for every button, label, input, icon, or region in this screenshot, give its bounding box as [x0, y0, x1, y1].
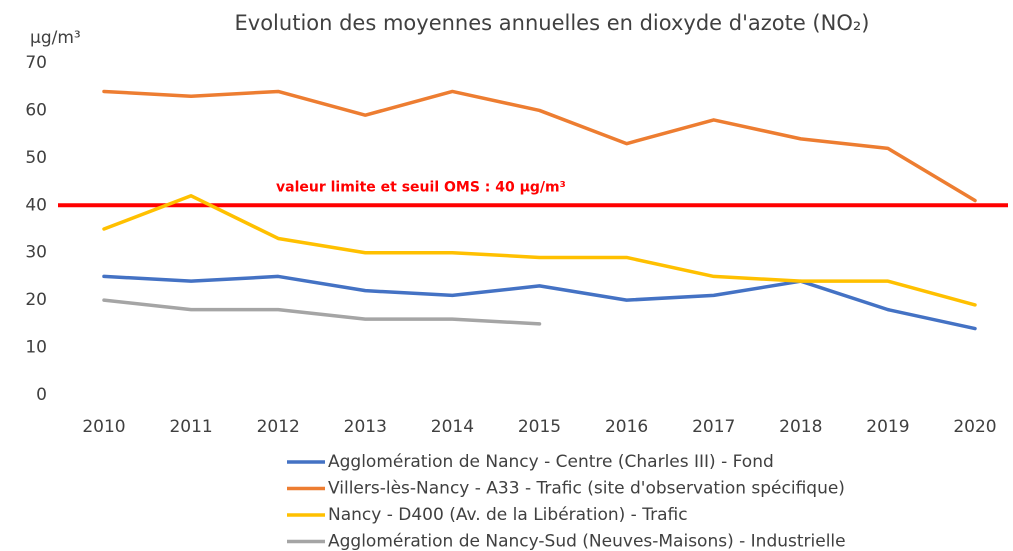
x-tick-label: 2013 [344, 417, 387, 437]
x-tick-label: 2016 [605, 417, 648, 437]
x-tick-label: 2017 [692, 417, 735, 437]
x-tick-label: 2015 [518, 417, 561, 437]
legend-label: Agglomération de Nancy - Centre (Charles… [328, 452, 774, 472]
reference-label: valeur limite et seuil OMS : 40 µg/m³ [276, 179, 566, 195]
y-tick-label: 50 [25, 148, 47, 168]
chart-title: Evolution des moyennes annuelles en diox… [235, 11, 870, 35]
x-tick-label: 2010 [82, 417, 125, 437]
series-line [102, 194, 977, 307]
series-line [102, 274, 977, 331]
series-line [102, 89, 977, 203]
x-tick-label: 2019 [866, 417, 909, 437]
y-tick-label: 60 [25, 100, 47, 120]
legend-label: Agglomération de Nancy-Sud (Neuves-Maiso… [328, 532, 846, 551]
x-tick-label: 2018 [779, 417, 822, 437]
x-tick-label: 2020 [953, 417, 996, 437]
legend-label: Nancy - D400 (Av. de la Libération) - Tr… [328, 505, 688, 525]
y-tick-label: 0 [36, 385, 47, 405]
y-tick-label: 70 [25, 53, 47, 73]
y-tick-label: 20 [25, 290, 47, 310]
x-tick-label: 2014 [431, 417, 474, 437]
x-tick-label: 2011 [169, 417, 212, 437]
y-tick-label: 40 [25, 195, 47, 215]
x-tick-label: 2012 [257, 417, 300, 437]
series-line [102, 298, 542, 326]
y-axis-label: µg/m³ [30, 28, 81, 48]
legend-label: Villers-lès-Nancy - A33 - Trafic (site d… [328, 479, 845, 499]
y-tick-label: 30 [25, 243, 47, 263]
y-tick-label: 10 [25, 338, 47, 358]
